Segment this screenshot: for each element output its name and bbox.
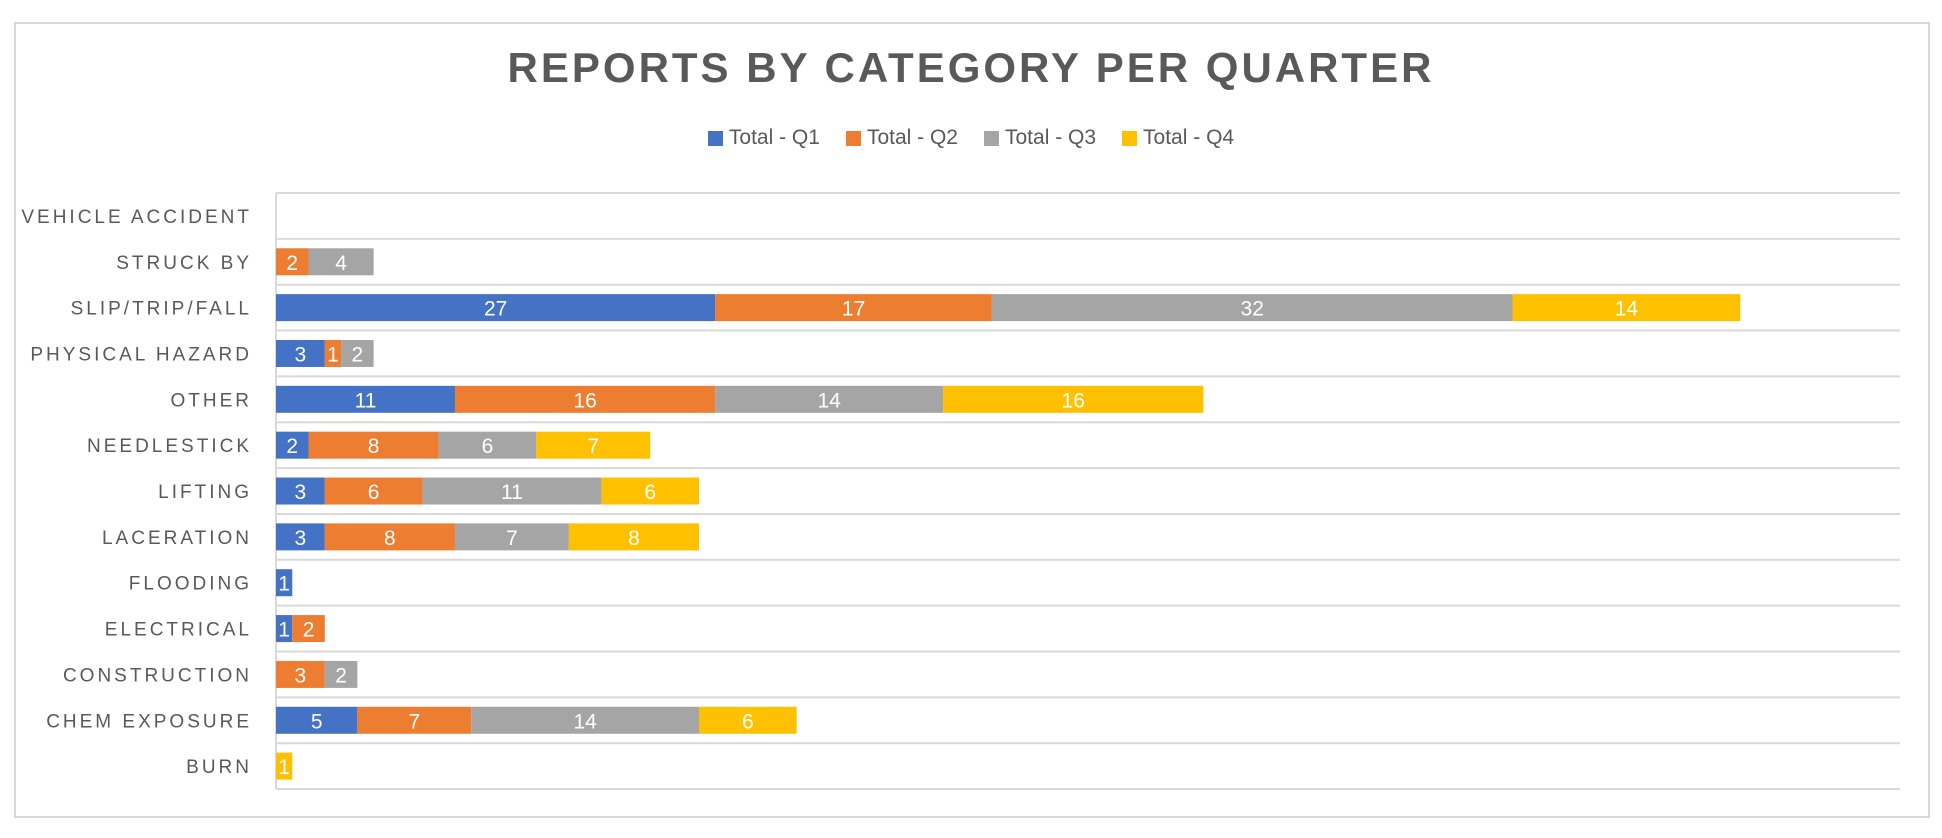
data-label: 2 [286,435,298,458]
chart-title: REPORTS BY CATEGORY PER QUARTER [507,44,1435,91]
bar-segment-q1[interactable] [276,339,325,367]
bar-segment-q1[interactable] [276,615,293,643]
data-label: 17 [842,298,865,321]
data-label: 14 [1615,298,1639,321]
data-label: 11 [355,389,377,412]
bar-segment-q3[interactable] [438,431,537,459]
legend-label-q1: Total - Q1 [728,126,820,149]
data-label: 1 [278,756,290,779]
category-label: PHYSICAL HAZARD [30,344,252,365]
data-label: 6 [482,435,494,458]
data-label: 11 [501,481,523,504]
bar-segment-q3[interactable] [324,660,358,688]
bar-segment-q1[interactable] [276,477,325,505]
legend-item-q3[interactable]: Total - Q3 [984,126,1096,150]
data-label: 3 [295,343,307,366]
category-label: ELECTRICAL [105,620,252,641]
data-label: 3 [295,664,307,687]
bar-segment-q3[interactable] [991,294,1513,322]
bar-segment-q4[interactable] [943,385,1204,413]
bar-segment-q2[interactable] [292,615,325,643]
data-label: 16 [573,389,596,412]
bar-segment-q1[interactable] [276,431,309,459]
bar-segment-q2[interactable] [308,431,439,459]
data-label: 14 [573,710,597,733]
bar-segment-q4[interactable] [699,706,797,734]
data-label: 14 [818,389,842,412]
data-label: 2 [335,664,347,687]
legend-swatch-q2 [845,130,861,146]
category-label: BURN [186,757,252,778]
bar-segment-q3[interactable] [715,385,944,413]
bar-segment-q3[interactable] [308,248,374,276]
data-label: 2 [352,343,364,366]
bar-segment-q2[interactable] [454,385,716,413]
category-label: CONSTRUCTION [63,665,252,686]
category-label: LIFTING [158,482,252,503]
bar-segment-q4[interactable] [1512,294,1741,322]
bar-segment-q1[interactable] [276,523,325,551]
category-label: NEEDLESTICK [87,436,252,457]
bar-segment-q1[interactable] [276,706,358,734]
bar-segment-q4[interactable] [536,431,651,459]
legend-swatch-q3 [984,130,999,146]
chart-legend: Total - Q1 Total - Q2 Total - Q3 Total -… [0,126,1942,150]
data-label: 4 [335,252,347,275]
legend-item-q1[interactable]: Total - Q1 [707,126,820,150]
data-label: 7 [506,527,518,550]
bar-segment-q1[interactable] [276,294,716,322]
bar-segment-q2[interactable] [324,477,423,505]
bar-segment-q4[interactable] [276,752,293,780]
category-label: OTHER [171,390,253,411]
bar-segment-q2[interactable] [324,523,455,551]
legend-swatch-q1 [707,130,723,146]
bar-segment-q1[interactable] [276,385,455,413]
category-label: LACERATION [102,528,252,549]
data-label: 1 [278,573,290,596]
legend-item-q4[interactable]: Total - Q4 [1122,126,1234,150]
category-label: VEHICLE ACCIDENT [21,207,252,228]
category-label: SLIP/TRIP/FALL [71,299,252,320]
data-label: 8 [628,527,640,550]
legend-label-q3: Total - Q3 [1005,126,1097,149]
bar-segment-q3[interactable] [341,339,374,367]
bar-segment-q2[interactable] [276,660,325,688]
legend-label-q2: Total - Q2 [866,126,958,149]
data-label: 6 [742,710,754,733]
data-label: 7 [408,710,420,733]
data-label: 6 [368,481,380,504]
data-label: 5 [311,710,323,733]
bar-segment-q3[interactable] [471,706,700,734]
legend-label-q4: Total - Q4 [1143,126,1235,149]
category-label: CHEM EXPOSURE [46,711,252,732]
data-label: 3 [295,481,307,504]
category-label: STRUCK BY [116,253,252,274]
data-label: 27 [484,298,507,321]
data-label: 8 [384,527,396,550]
legend-item-q2[interactable]: Total - Q2 [845,126,958,150]
data-label: 8 [368,435,380,458]
bar-segment-q4[interactable] [568,523,700,551]
bar-segment-q2[interactable] [715,294,992,322]
data-label: 16 [1062,389,1085,412]
category-label: FLOODING [129,574,252,595]
bar-segment-q4[interactable] [601,477,700,505]
bar-segment-q1[interactable] [276,569,293,597]
data-label: 3 [295,527,307,550]
data-label: 32 [1241,298,1264,321]
data-label: 1 [278,619,290,642]
data-label: 6 [644,481,656,504]
data-label: 7 [587,435,599,458]
data-label: 2 [303,619,315,642]
bar-segment-q2[interactable] [357,706,472,734]
bar-segment-q3[interactable] [422,477,602,505]
bar-segment-q2[interactable] [324,339,342,367]
data-label: 1 [327,343,339,366]
legend-swatch-q4 [1122,130,1138,146]
bar-segment-q2[interactable] [276,248,309,276]
data-label: 2 [286,252,298,275]
bar-segment-q3[interactable] [454,523,569,551]
